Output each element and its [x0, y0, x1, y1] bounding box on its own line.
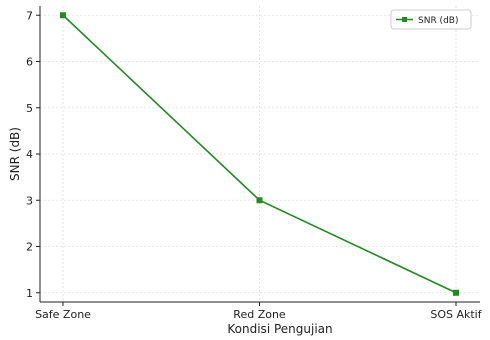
legend-marker-swatch [402, 17, 407, 22]
x-tick-label: Red Zone [233, 308, 286, 321]
x-tick-labels: Safe Zone Red Zone SOS Aktif [35, 308, 483, 321]
x-tick-label: SOS Aktif [430, 308, 482, 321]
y-tick-label: 2 [26, 241, 33, 254]
legend-label: SNR (dB) [418, 16, 458, 26]
legend-box [390, 9, 472, 30]
data-point [256, 197, 263, 204]
y-tick-labels: 1 2 3 4 5 6 7 [26, 9, 33, 300]
legend: SNR (dB) [390, 9, 472, 30]
data-point [60, 12, 66, 19]
x-tick-label: Safe Zone [35, 308, 91, 321]
y-tick-label: 1 [26, 287, 33, 300]
y-tick-label: 4 [26, 148, 33, 161]
series-layer [60, 12, 459, 296]
y-tick-label: 6 [26, 56, 33, 69]
y-tick-label: 5 [26, 102, 33, 115]
y-axis-label: SNR (dB) [8, 127, 22, 181]
axes-layer [36, 6, 480, 306]
x-axis-label: Kondisi Pengujian [227, 322, 332, 336]
y-tick-label: 3 [26, 194, 33, 207]
plot-area [36, 6, 480, 306]
grid-layer [40, 6, 480, 302]
y-tick-label: 7 [26, 9, 33, 22]
data-point [453, 289, 459, 296]
